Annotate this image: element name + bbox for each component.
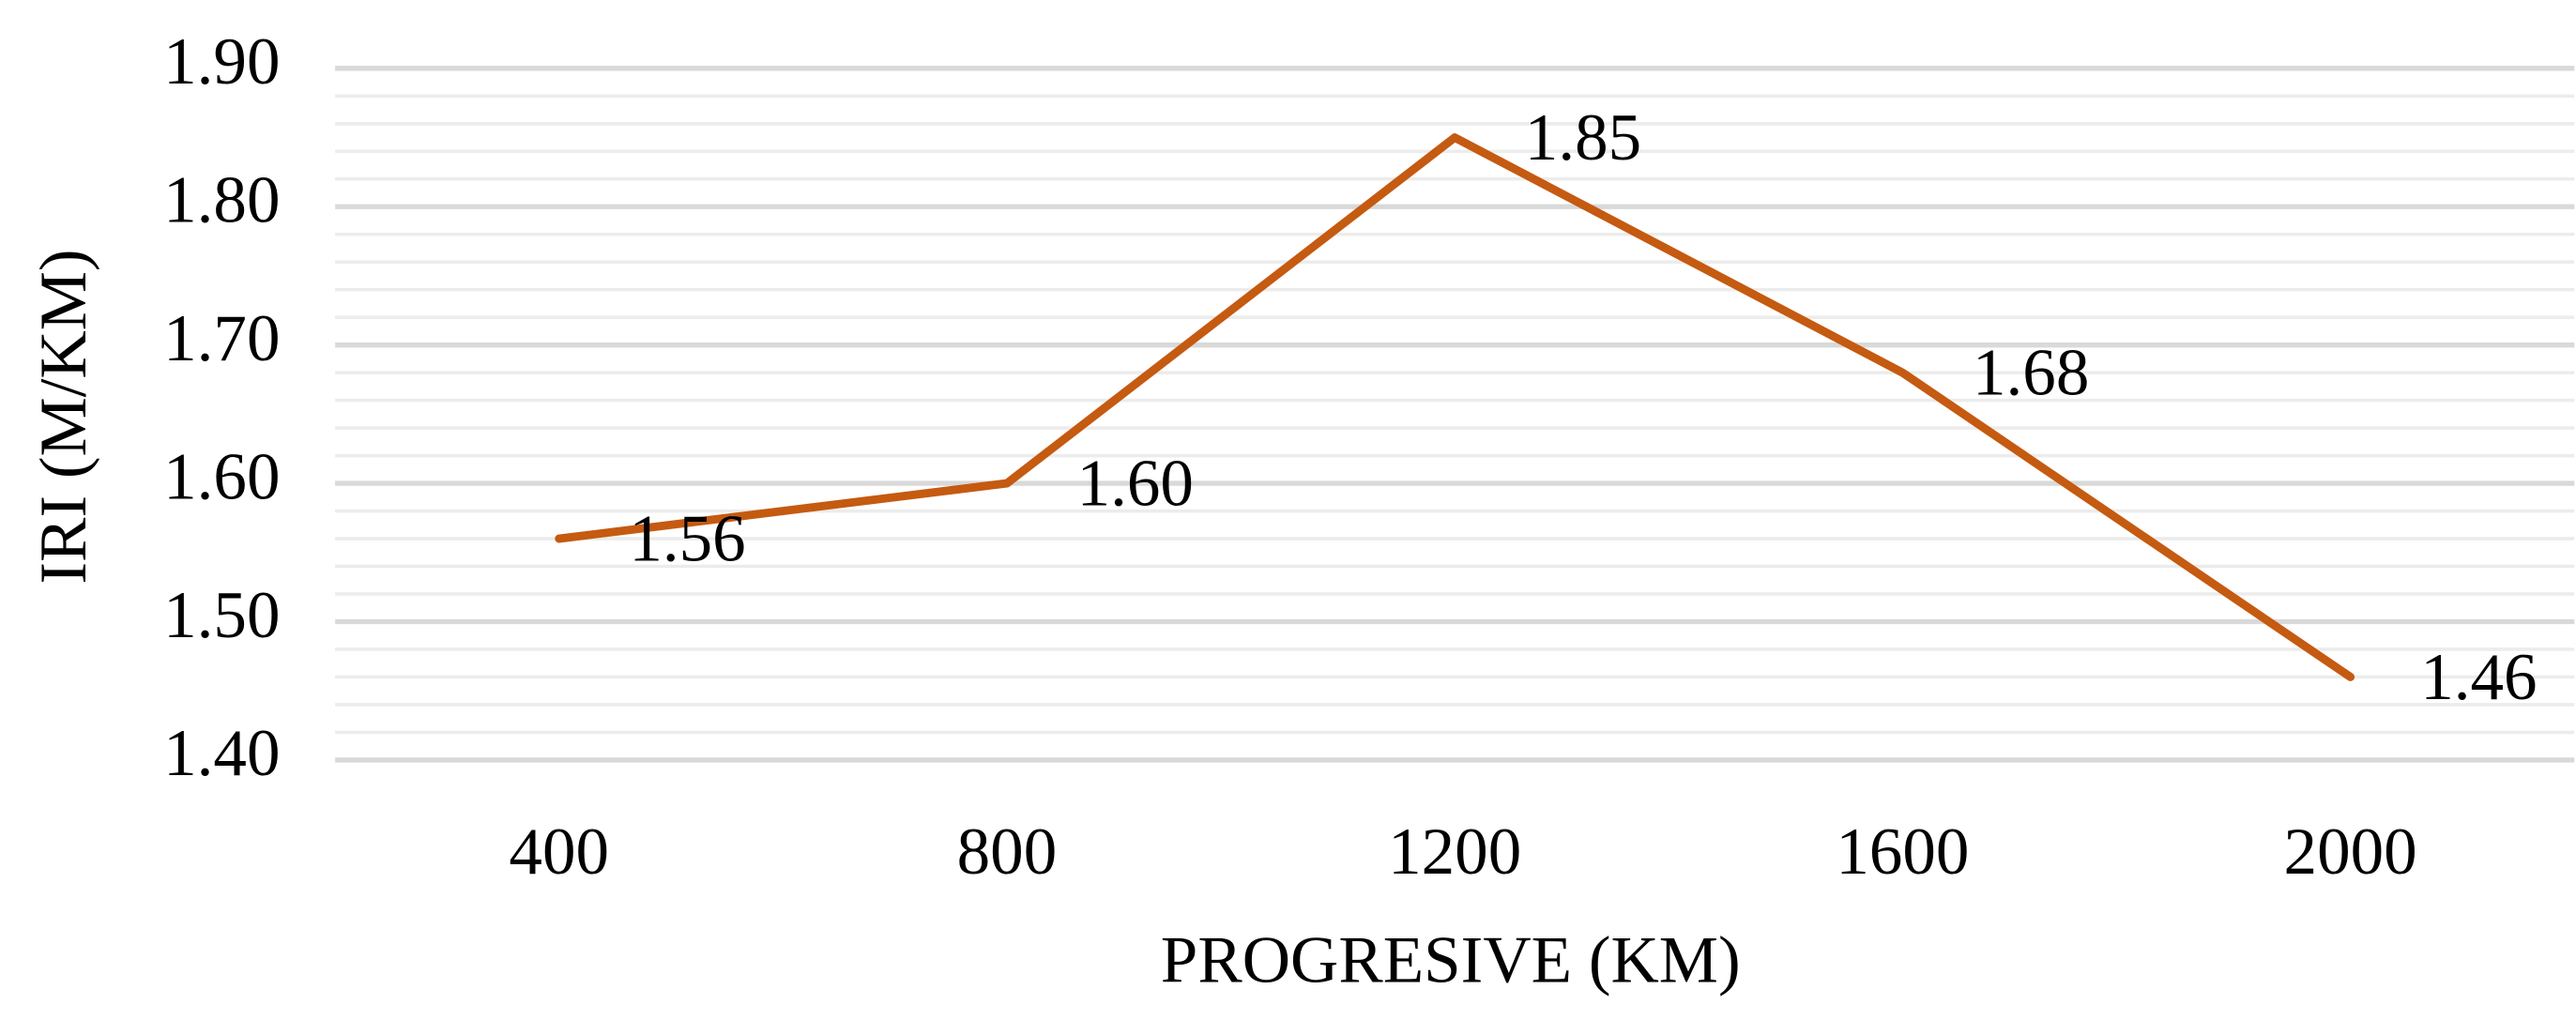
y-tick-label: 1.50 (163, 579, 280, 652)
y-tick-label: 1.90 (163, 25, 280, 99)
y-tick-label: 1.60 (163, 440, 280, 513)
data-label: 1.46 (2420, 641, 2537, 714)
x-tick-label: 800 (957, 815, 1058, 889)
data-label: 1.56 (629, 502, 745, 575)
data-label: 1.60 (1077, 448, 1194, 521)
x-tick-label: 1600 (1836, 815, 1969, 889)
line (555, 133, 2355, 681)
marks: 1.56 1.60 1.85 1.68 1.46 (555, 101, 2538, 714)
x-tick-label: 400 (509, 815, 609, 889)
y-axis-title: IRI (M/KM) (27, 249, 100, 584)
data-label: 1.68 (1973, 337, 2089, 410)
x-tick-label: 1200 (1388, 815, 1521, 889)
y-tick-label: 1.80 (163, 164, 280, 237)
y-tick-label: 1.70 (163, 302, 280, 375)
grid (335, 66, 2575, 763)
x-tick-label: 2000 (2284, 815, 2417, 889)
y-tick-label: 1.40 (163, 717, 280, 790)
x-axis-title: PROGRESIVE (KM) (1161, 923, 1741, 997)
data-label: 1.85 (1525, 101, 1641, 175)
